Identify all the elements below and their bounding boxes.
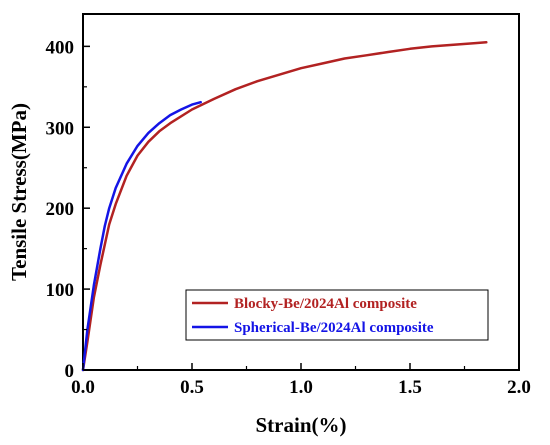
y-tick-label: 400 bbox=[46, 37, 75, 58]
y-tick-label: 100 bbox=[46, 280, 75, 301]
x-tick-label: 1.0 bbox=[289, 377, 313, 398]
x-axis-title: Strain(%) bbox=[256, 413, 347, 437]
legend: Blocky-Be/2024Al composite Spherical-Be/… bbox=[185, 289, 489, 341]
legend-label-blocky: Blocky-Be/2024Al composite bbox=[234, 296, 417, 312]
y-tick-label: 300 bbox=[46, 118, 75, 139]
x-tick-label: 2.0 bbox=[507, 377, 531, 398]
x-tick-label: 1.5 bbox=[398, 377, 422, 398]
y-tick-label: 200 bbox=[46, 199, 75, 220]
x-tick-label: 0.5 bbox=[180, 377, 204, 398]
x-tick-label: 0.0 bbox=[71, 377, 95, 398]
y-tick-label: 0 bbox=[65, 361, 75, 382]
series-line-0 bbox=[81, 41, 488, 372]
ticks-layer: 0.0 0.5 1.0 1.5 2.0 0 100 200 300 400 bbox=[46, 37, 531, 398]
legend-label-spherical: Spherical-Be/2024Al composite bbox=[234, 320, 434, 336]
series-line-1 bbox=[81, 100, 202, 372]
legend-box bbox=[185, 289, 489, 341]
y-axis-title: Tensile Stress(MPa) bbox=[7, 103, 31, 281]
series-layer bbox=[81, 41, 488, 372]
